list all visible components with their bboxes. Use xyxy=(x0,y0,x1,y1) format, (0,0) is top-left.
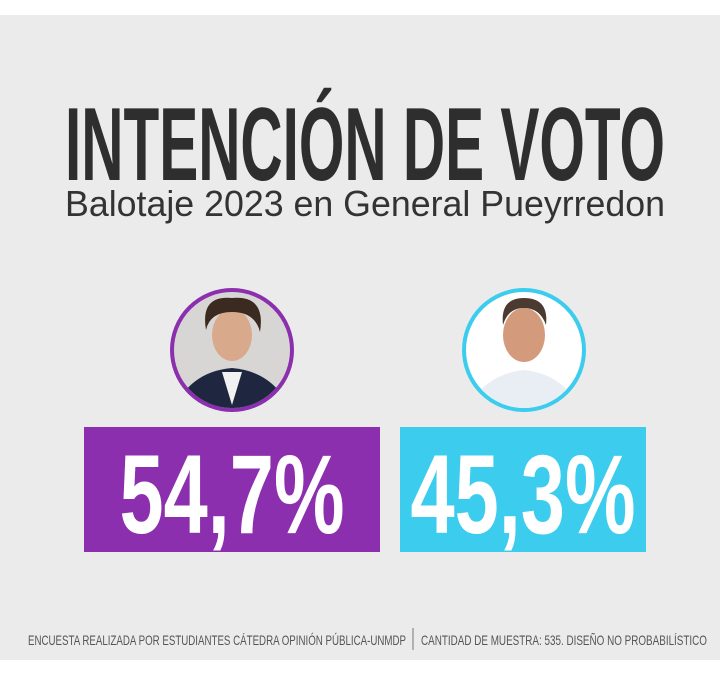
percentage-box-right xyxy=(400,427,646,552)
subtitle: Balotaje 2023 en General Pueyrredon xyxy=(65,183,665,224)
footer-left: ENCUESTA REALIZADA POR ESTUDIANTES CÁTED… xyxy=(28,632,406,648)
percentage-box-left xyxy=(84,427,380,552)
title: INTENCIÓN DE VOTO xyxy=(65,87,665,203)
background xyxy=(0,15,720,660)
percentage-left: 54,7% xyxy=(120,432,345,557)
footer-right: CANTIDAD DE MUESTRA: 535. DISEÑO NO PROB… xyxy=(421,632,707,648)
percentage-right: 45,3% xyxy=(411,432,636,557)
